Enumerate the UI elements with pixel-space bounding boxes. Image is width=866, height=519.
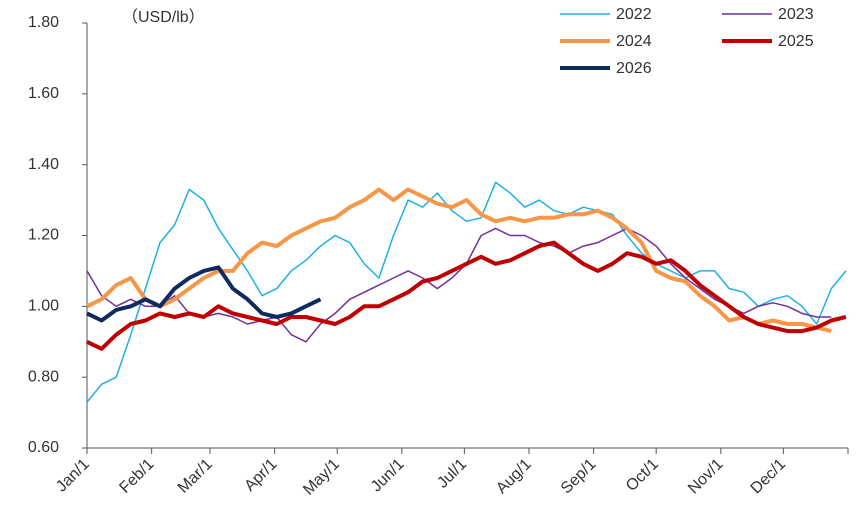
legend-label: 2024 <box>616 33 652 50</box>
legend-label: 2022 <box>616 6 652 23</box>
series-line <box>86 181 847 403</box>
x-tick-label: Sep/1 <box>558 456 600 498</box>
legend-label: 2023 <box>778 6 814 23</box>
series-line <box>86 265 322 323</box>
x-tick-label: Jan/1 <box>53 456 93 496</box>
x-tick-label: Dec/1 <box>748 456 790 498</box>
x-tick-label: Nov/1 <box>685 456 727 498</box>
y-tick-label: 0.80 <box>28 368 59 385</box>
x-tick-label: Aug/1 <box>493 456 535 498</box>
series-line <box>86 187 832 334</box>
series-line <box>86 240 847 351</box>
x-tick-label: Oct/1 <box>623 456 662 495</box>
y-tick-label: 1.00 <box>28 298 59 315</box>
y-tick-label: 1.40 <box>28 156 59 173</box>
x-tick-label: Apr/1 <box>241 456 280 495</box>
y-tick-label: 0.60 <box>28 439 59 456</box>
y-tick-label: 1.60 <box>28 85 59 102</box>
x-tick-label: May/1 <box>300 456 343 499</box>
legend-label: 2026 <box>616 60 652 77</box>
x-tick-label: Mar/1 <box>175 456 216 497</box>
unit-annotation: （USD/lb） <box>122 8 205 26</box>
x-tick-label: Jun/1 <box>368 456 408 496</box>
y-tick-label: 1.20 <box>28 227 59 244</box>
legend-label: 2025 <box>778 33 814 50</box>
x-tick-label: Feb/1 <box>116 456 157 497</box>
y-tick-label: 1.80 <box>28 14 59 31</box>
x-tick-label: Jul/1 <box>434 456 470 492</box>
series-line <box>86 227 832 343</box>
